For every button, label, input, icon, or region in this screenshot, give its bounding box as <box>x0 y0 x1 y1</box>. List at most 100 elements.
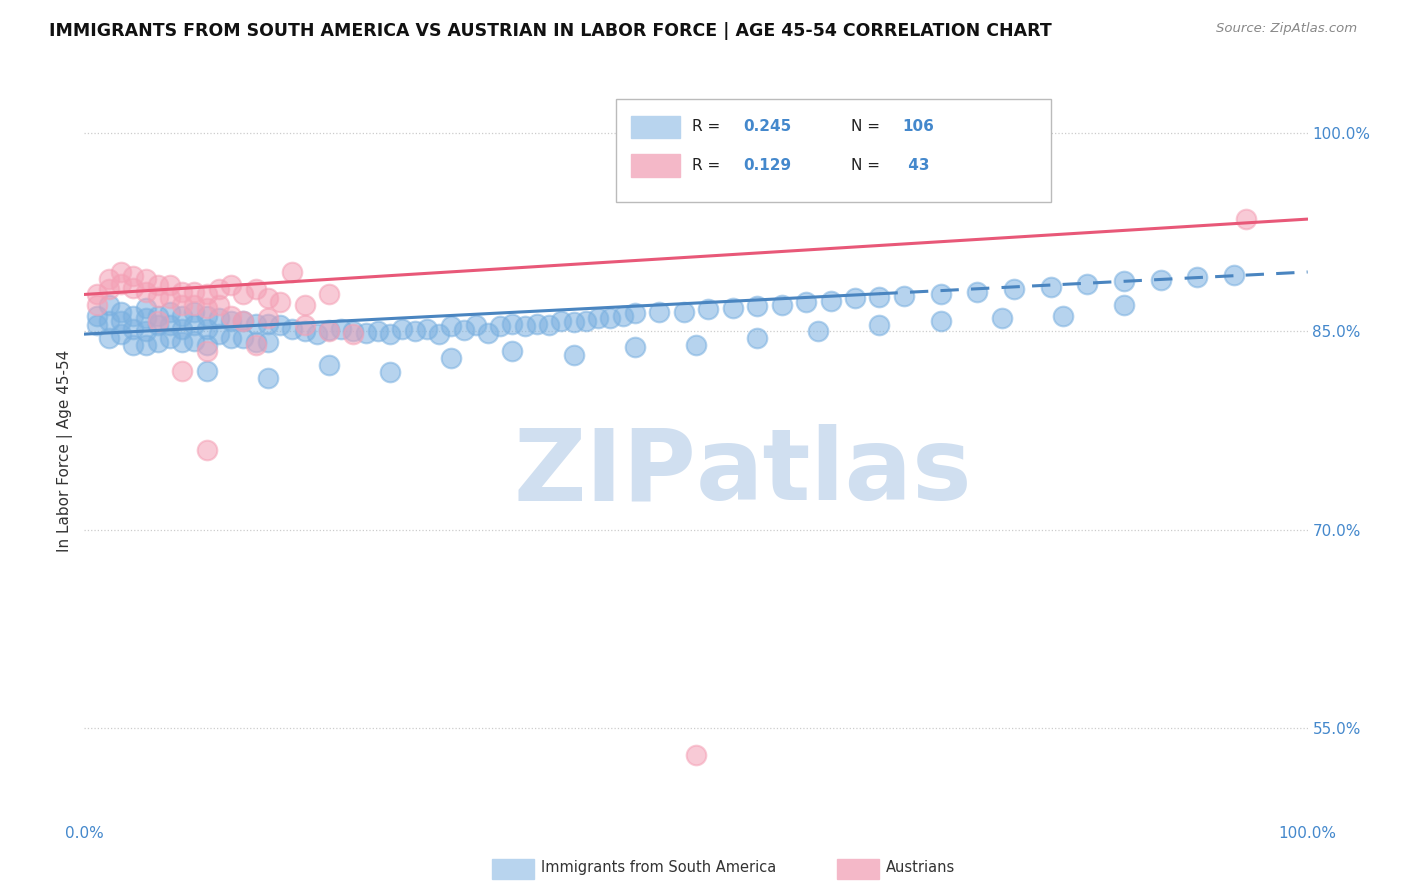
Point <box>538 318 561 332</box>
Point <box>1236 212 1258 227</box>
Y-axis label: In Labor Force | Age 45-54: In Labor Force | Age 45-54 <box>58 350 73 551</box>
Point <box>318 323 340 337</box>
Point <box>86 318 108 332</box>
Point <box>477 326 499 340</box>
FancyBboxPatch shape <box>616 99 1050 202</box>
Point <box>135 311 157 326</box>
Point <box>794 295 817 310</box>
Point <box>281 265 304 279</box>
Point <box>86 287 108 301</box>
Point <box>135 337 157 351</box>
Point <box>110 304 132 318</box>
Point <box>416 322 439 336</box>
Point <box>599 311 621 326</box>
Point <box>195 364 218 378</box>
Point <box>575 314 598 328</box>
Text: atlas: atlas <box>696 425 973 521</box>
Point <box>86 298 108 312</box>
Text: 43: 43 <box>903 158 929 173</box>
Point <box>562 348 585 362</box>
Point <box>380 366 402 380</box>
Point <box>648 304 671 318</box>
Point <box>97 271 120 285</box>
Point <box>97 314 120 328</box>
Point <box>747 331 769 345</box>
Point <box>526 317 548 331</box>
Point <box>135 301 157 315</box>
Point <box>86 309 108 323</box>
Point <box>172 364 194 378</box>
Point <box>269 318 291 332</box>
Point <box>195 322 218 336</box>
Point <box>1039 279 1062 293</box>
Point <box>146 314 169 328</box>
Point <box>624 306 647 320</box>
Point <box>172 334 194 349</box>
Point <box>869 318 891 332</box>
Point <box>318 358 340 372</box>
Point <box>195 344 218 359</box>
Point <box>232 331 254 345</box>
FancyBboxPatch shape <box>631 116 681 138</box>
Point <box>257 311 280 326</box>
Text: N =: N = <box>851 158 886 173</box>
Point <box>550 314 572 328</box>
Point <box>232 314 254 328</box>
Point <box>135 325 157 339</box>
Point <box>404 325 426 339</box>
Point <box>966 285 988 299</box>
Point <box>146 318 169 332</box>
Point <box>685 337 707 351</box>
Point <box>159 304 181 318</box>
Point <box>257 334 280 349</box>
Point <box>159 331 181 345</box>
Point <box>440 319 463 334</box>
Point <box>367 325 389 339</box>
Point <box>122 322 145 336</box>
Point <box>893 289 915 303</box>
Text: Immigrants from South America: Immigrants from South America <box>541 860 776 874</box>
Point <box>232 287 254 301</box>
Point <box>747 299 769 313</box>
Point <box>770 298 793 312</box>
Point <box>146 334 169 349</box>
Point <box>172 309 194 323</box>
Point <box>122 309 145 323</box>
Point <box>110 265 132 279</box>
Point <box>245 282 267 296</box>
Point <box>513 319 536 334</box>
Point <box>612 309 634 323</box>
Point <box>586 311 609 326</box>
Point <box>135 285 157 299</box>
Point <box>257 317 280 331</box>
Point <box>245 317 267 331</box>
Point <box>159 292 181 306</box>
Point <box>294 325 316 339</box>
FancyBboxPatch shape <box>631 154 681 177</box>
Text: Austrians: Austrians <box>886 860 955 874</box>
Point <box>122 268 145 283</box>
Point <box>489 319 512 334</box>
Text: Source: ZipAtlas.com: Source: ZipAtlas.com <box>1216 22 1357 36</box>
Point <box>807 325 830 339</box>
Point <box>820 294 842 309</box>
Point <box>294 318 316 332</box>
Point <box>195 301 218 315</box>
Point <box>110 314 132 328</box>
Point <box>122 337 145 351</box>
Point <box>245 337 267 351</box>
Point <box>146 278 169 293</box>
Point <box>721 301 744 315</box>
Point <box>1223 268 1246 282</box>
Text: IMMIGRANTS FROM SOUTH AMERICA VS AUSTRIAN IN LABOR FORCE | AGE 45-54 CORRELATION: IMMIGRANTS FROM SOUTH AMERICA VS AUSTRIA… <box>49 22 1052 40</box>
Point <box>183 298 205 312</box>
Point <box>294 298 316 312</box>
Point <box>232 314 254 328</box>
Point <box>354 326 377 340</box>
Point <box>159 278 181 293</box>
Point <box>318 287 340 301</box>
Point <box>672 304 695 318</box>
Point <box>342 327 364 342</box>
Point <box>146 309 169 323</box>
Point <box>624 340 647 354</box>
